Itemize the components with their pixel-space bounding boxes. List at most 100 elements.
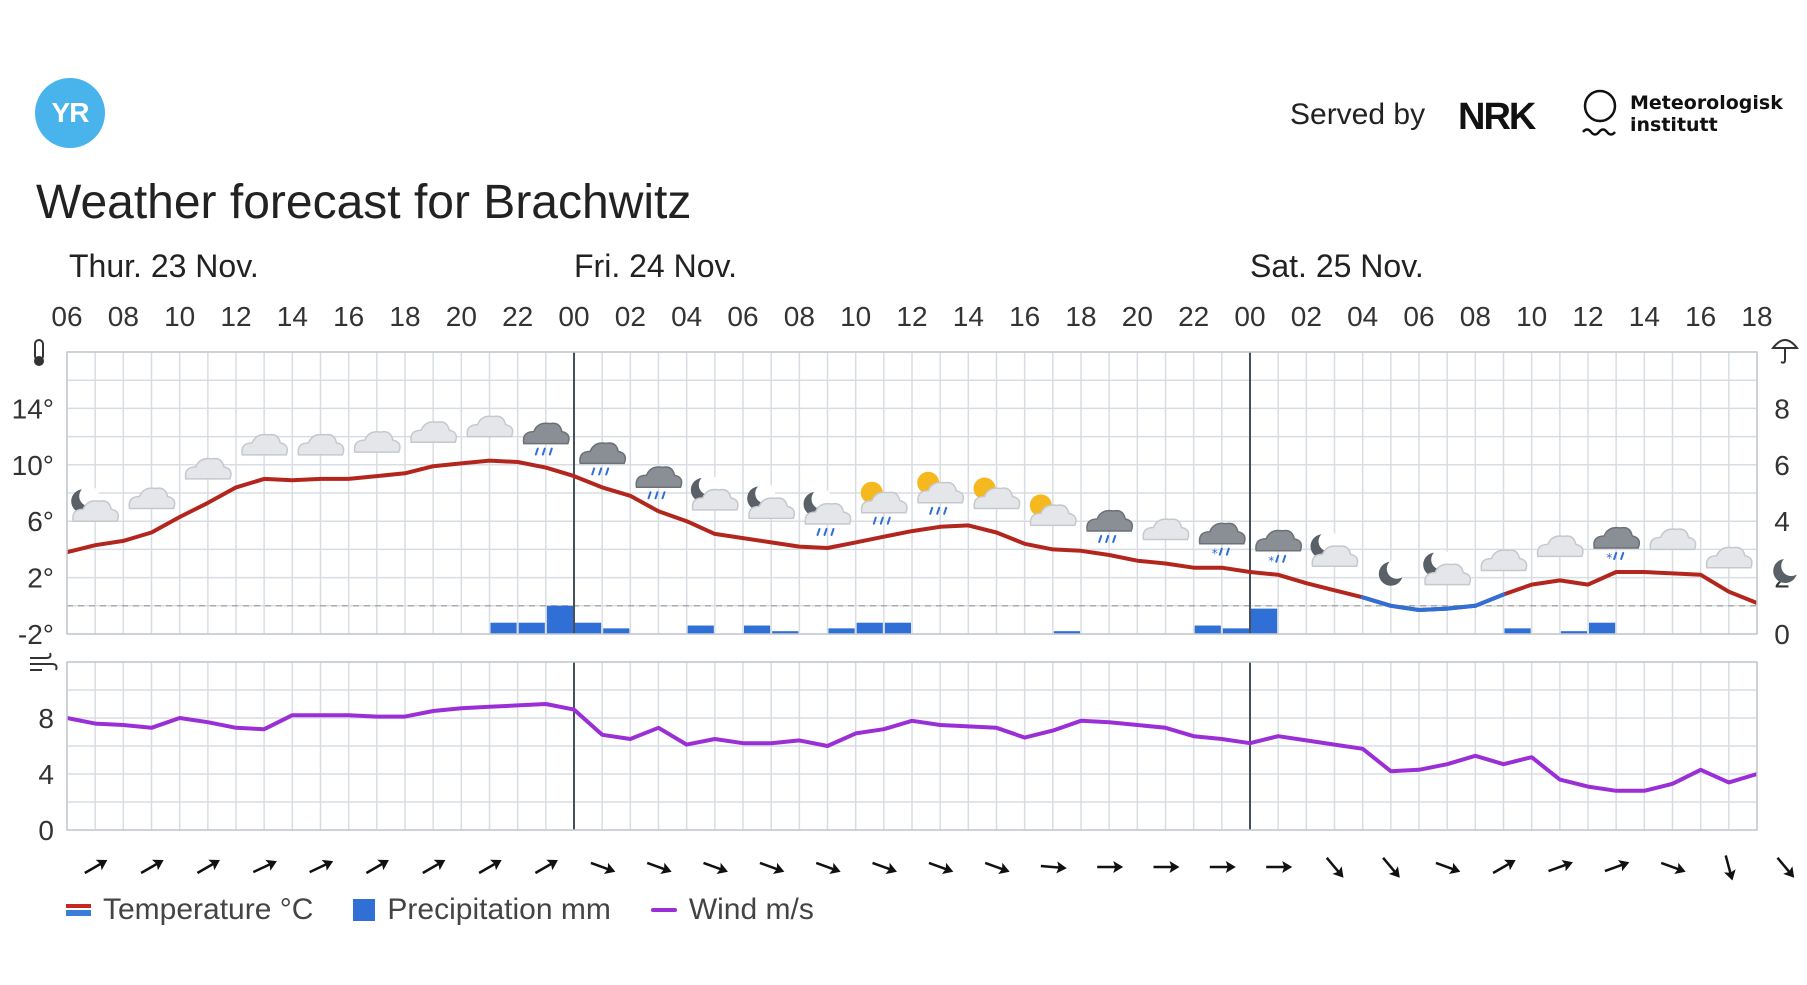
temperature-line-below-zero [1388,603,1421,613]
temperature-panel-frame [66,351,1758,635]
cloud [184,457,232,480]
cloud [1593,526,1641,549]
hour-tick-label: 06 [51,301,82,332]
raindrop [591,467,596,476]
day-label: Sat. 25 Nov. [1250,248,1424,284]
arrow-head [1783,866,1795,878]
precipitation-tick-label: 6 [1774,450,1790,481]
cloud [72,500,120,522]
wind-direction-arrow-icon [1266,861,1293,873]
precipitation-tick-label: 0 [1774,619,1790,650]
legend-temperature-label: Temperature °C [103,893,314,926]
cloud [1705,546,1753,569]
legend-temperature[interactable]: Temperature °C [66,893,313,927]
raindrop [823,528,828,536]
met-institute-logo-icon[interactable] [1578,86,1628,142]
wind-direction-arrow-icon [84,859,108,875]
raindrop [1620,552,1625,560]
arrow-head [1674,862,1686,875]
cloud [128,487,176,510]
hour-tick-label: 10 [164,301,195,332]
partly-cloudy-night-icon [1310,531,1359,568]
day-label: Thur. 23 Nov. [69,248,259,284]
wind-direction-arrow-icon [815,861,841,875]
raindrop [830,528,835,536]
arrow-head [1332,866,1344,878]
wind-icon-lines [30,652,58,671]
hour-tick-label: 16 [1009,301,1040,332]
arrow-head [1282,861,1293,873]
cloud [917,481,965,504]
arrow-head [377,859,389,871]
wind-direction-arrow-icon [1325,857,1344,878]
arrow-head [998,862,1010,875]
snowflake: * [1606,551,1612,565]
arrow-head [885,862,897,875]
raindrop [872,516,877,525]
legend-wind[interactable]: Wind m/s [650,893,814,927]
wind-direction-arrow-icon [1724,855,1736,881]
served-by-label: Served by [1290,98,1426,131]
raindrop [1275,554,1280,563]
raindrop [1225,547,1230,556]
hour-tick-label: 08 [108,301,139,332]
temperature-line-below-zero [1417,606,1450,613]
hour-tick-label: 18 [1741,301,1772,332]
wind-panel-frame [66,661,1758,831]
cloudy-icon [1142,518,1190,541]
wind-direction-arrow-icon [1660,861,1686,875]
arrow-head [433,859,446,871]
raindrop [1098,535,1103,543]
legend: Temperature °C Precipitation mm Wind m/s [66,893,814,927]
met-name-line1: Meteorologisk [1630,92,1783,114]
arrow-head [265,859,277,871]
cloud [353,431,401,453]
partly-cloudy-night-icon [71,486,120,522]
hour-tick-label: 20 [446,301,477,332]
legend-precipitation[interactable]: Precipitation mm [353,893,611,927]
raindrop [1105,535,1110,543]
precipitation-bar [744,625,771,634]
cloudy-icon [1536,535,1584,558]
wind-direction-arrow-icon [140,859,164,875]
raindrop [661,491,666,500]
precipitation-tick-label: 8 [1774,393,1790,424]
arrow-head [716,862,728,875]
thermometer-icon-bulb [34,356,44,366]
hour-tick-label: 16 [333,301,364,332]
temperature-tick-label: 2° [27,563,54,594]
hour-tick-label: 16 [1685,301,1716,332]
cloud [1255,529,1303,552]
hour-tick-label: 14 [1629,301,1660,332]
snowflake: * [1268,554,1274,568]
wind-direction-arrow-icon [759,861,785,875]
sleet-icon: * [1593,526,1641,565]
precipitation-bar [687,625,714,634]
precipitation-bar [1194,625,1221,634]
cloud [1424,563,1472,586]
wind-direction-arrow-icon [1097,861,1124,873]
raindrop [936,506,941,515]
clear-night-icon [1773,556,1802,583]
temperature-line-below-zero [1473,592,1506,608]
umbrella-icon-canopy [1770,339,1800,349]
legend-temperature-swatch [66,904,91,916]
cloudy-icon [1705,546,1753,569]
wind-direction-arrow-icon [872,861,897,875]
cloudy-icon [297,433,345,456]
yr-logo[interactable]: YR [35,78,105,148]
precipitation-bar [546,605,573,634]
hour-tick-label: 06 [727,301,758,332]
wind-direction-arrow-icon [1209,861,1236,873]
arrow-head [660,862,672,875]
precipitation-bar [1589,622,1616,634]
arrow-head [941,862,954,875]
nrk-logo[interactable]: NRK [1458,96,1536,138]
rain-icon [522,422,570,456]
raindrop [1218,547,1223,556]
wind-direction-arrow-icon [1435,861,1461,875]
wind-direction-arrow-icon [252,859,277,874]
cloud [973,487,1021,510]
temperature-tick-label: 10° [12,450,54,481]
precipitation-bar [828,628,855,634]
